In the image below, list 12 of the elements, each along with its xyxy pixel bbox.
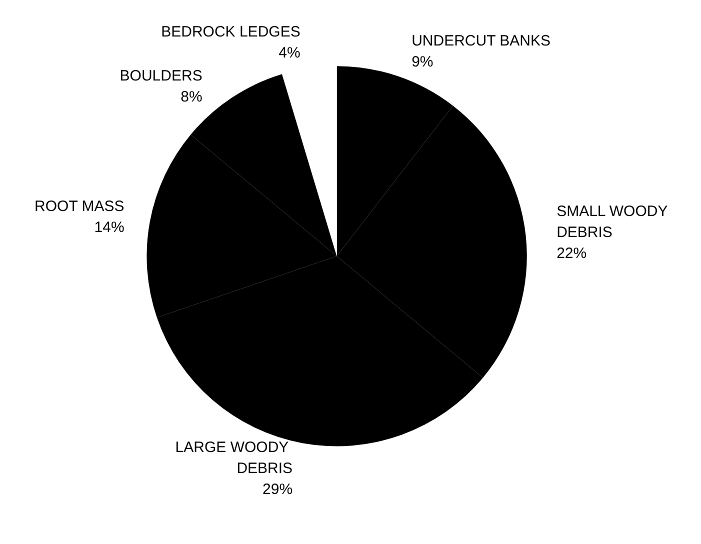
data-label: 4% bbox=[278, 44, 300, 62]
data-label: 22% bbox=[556, 245, 587, 262]
slice-label: BOULDERS bbox=[120, 67, 202, 84]
slice-label: SMALL WOODY DEBRIS bbox=[556, 203, 672, 242]
slice-label: BEDROCK LEDGES bbox=[161, 23, 300, 40]
data-label: 8% bbox=[180, 88, 202, 106]
data-label: 14% bbox=[94, 218, 124, 236]
data-label: 9% bbox=[412, 54, 434, 71]
slice-label: LARGE WOODY DEBRIS bbox=[175, 439, 293, 478]
data-label: 29% bbox=[262, 481, 293, 498]
slice-label: ROOT MASS bbox=[34, 198, 124, 215]
slice-label: UNDERCUT BANKS bbox=[412, 32, 550, 50]
